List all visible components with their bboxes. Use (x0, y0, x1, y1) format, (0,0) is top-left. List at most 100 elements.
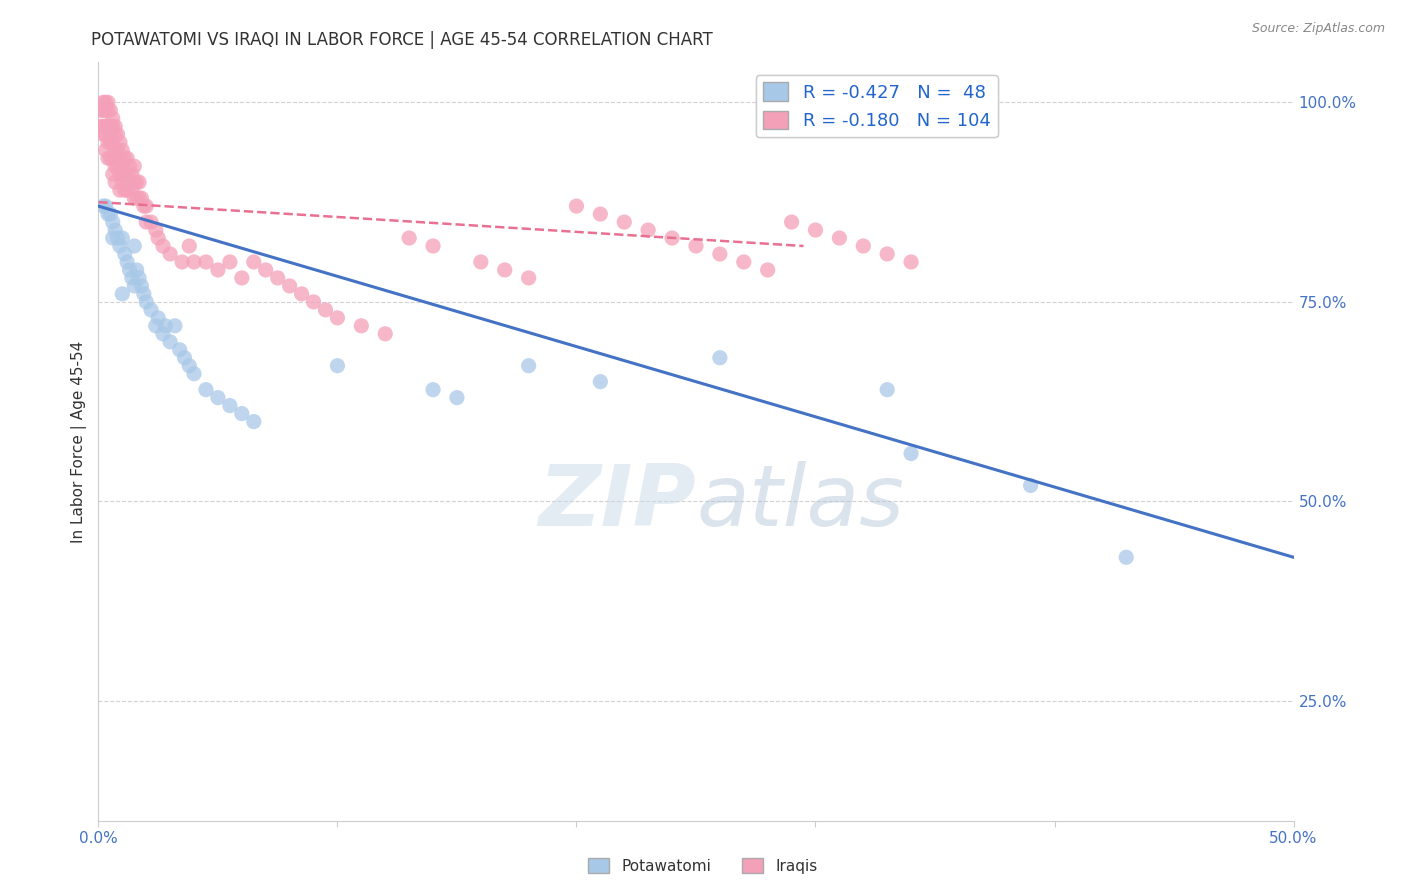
Point (155, 318, 177, 333)
Point (135, 215, 157, 229)
Point (107, 159, 129, 173)
Point (661, 231, 683, 245)
Point (125, 175, 148, 189)
Point (104, 159, 127, 173)
Point (132, 199, 155, 213)
Y-axis label: In Labor Force | Age 45-54: In Labor Force | Age 45-54 (72, 341, 87, 542)
Point (101, 231, 124, 245)
Point (446, 391, 468, 405)
Point (131, 191, 153, 205)
Point (94, 199, 117, 213)
Point (169, 343, 191, 357)
Point (104, 175, 127, 189)
Point (219, 399, 242, 413)
Point (118, 263, 141, 277)
Point (101, 120, 124, 134)
Point (517, 271, 540, 285)
Point (124, 175, 146, 189)
Point (111, 175, 134, 189)
Point (876, 247, 898, 261)
Point (94, 95, 117, 110)
Point (114, 167, 136, 181)
Point (98, 128, 122, 142)
Point (152, 326, 174, 341)
Point (159, 334, 181, 349)
Point (101, 135, 124, 149)
Point (97, 103, 120, 118)
Point (94, 120, 117, 134)
Point (111, 159, 134, 173)
Point (565, 199, 588, 213)
Point (121, 271, 143, 285)
Point (195, 255, 218, 269)
Point (124, 239, 146, 253)
Point (152, 239, 174, 253)
Point (107, 143, 129, 157)
Point (145, 223, 167, 237)
Point (374, 326, 396, 341)
Point (326, 310, 349, 325)
Point (114, 151, 136, 165)
Text: atlas: atlas (696, 460, 904, 544)
Point (1115, 550, 1137, 565)
Point (124, 191, 146, 205)
Point (219, 255, 242, 269)
Point (422, 383, 444, 397)
Point (148, 310, 170, 325)
Point (183, 255, 205, 269)
Point (900, 446, 922, 460)
Point (172, 255, 194, 269)
Point (124, 279, 146, 293)
Point (104, 223, 127, 237)
Point (125, 263, 148, 277)
Point (267, 271, 290, 285)
Text: ZIP: ZIP (538, 460, 696, 544)
Point (243, 415, 266, 429)
Point (135, 294, 157, 309)
Point (124, 159, 146, 173)
Point (828, 231, 851, 245)
Point (900, 255, 922, 269)
Point (97, 95, 120, 110)
Point (613, 215, 636, 229)
Point (315, 302, 337, 317)
Point (326, 359, 349, 373)
Legend: Potawatomi, Iraqis: Potawatomi, Iraqis (582, 852, 824, 880)
Point (101, 112, 124, 126)
Point (470, 255, 492, 269)
Point (104, 143, 127, 157)
Point (121, 183, 143, 197)
Point (291, 286, 314, 301)
Point (494, 263, 516, 277)
Point (398, 231, 420, 245)
Point (589, 375, 612, 389)
Point (302, 294, 325, 309)
Point (108, 239, 131, 253)
Point (350, 318, 373, 333)
Point (98, 135, 122, 149)
Point (685, 239, 707, 253)
Point (804, 223, 827, 237)
Point (111, 231, 134, 245)
Point (101, 215, 124, 229)
Point (589, 207, 612, 221)
Point (97, 120, 120, 134)
Point (179, 359, 201, 373)
Point (97, 135, 120, 149)
Point (145, 318, 167, 333)
Point (115, 167, 138, 181)
Point (101, 151, 124, 165)
Legend: R = -0.427   N =  48, R = -0.180   N = 104: R = -0.427 N = 48, R = -0.180 N = 104 (755, 75, 998, 137)
Point (780, 215, 803, 229)
Point (90, 103, 112, 118)
Point (108, 183, 131, 197)
Point (876, 383, 898, 397)
Point (159, 247, 181, 261)
Point (91, 103, 114, 118)
Point (115, 151, 138, 165)
Point (91, 120, 114, 134)
Point (94, 143, 117, 157)
Point (173, 351, 195, 365)
Point (91, 128, 114, 142)
Point (97, 151, 120, 165)
